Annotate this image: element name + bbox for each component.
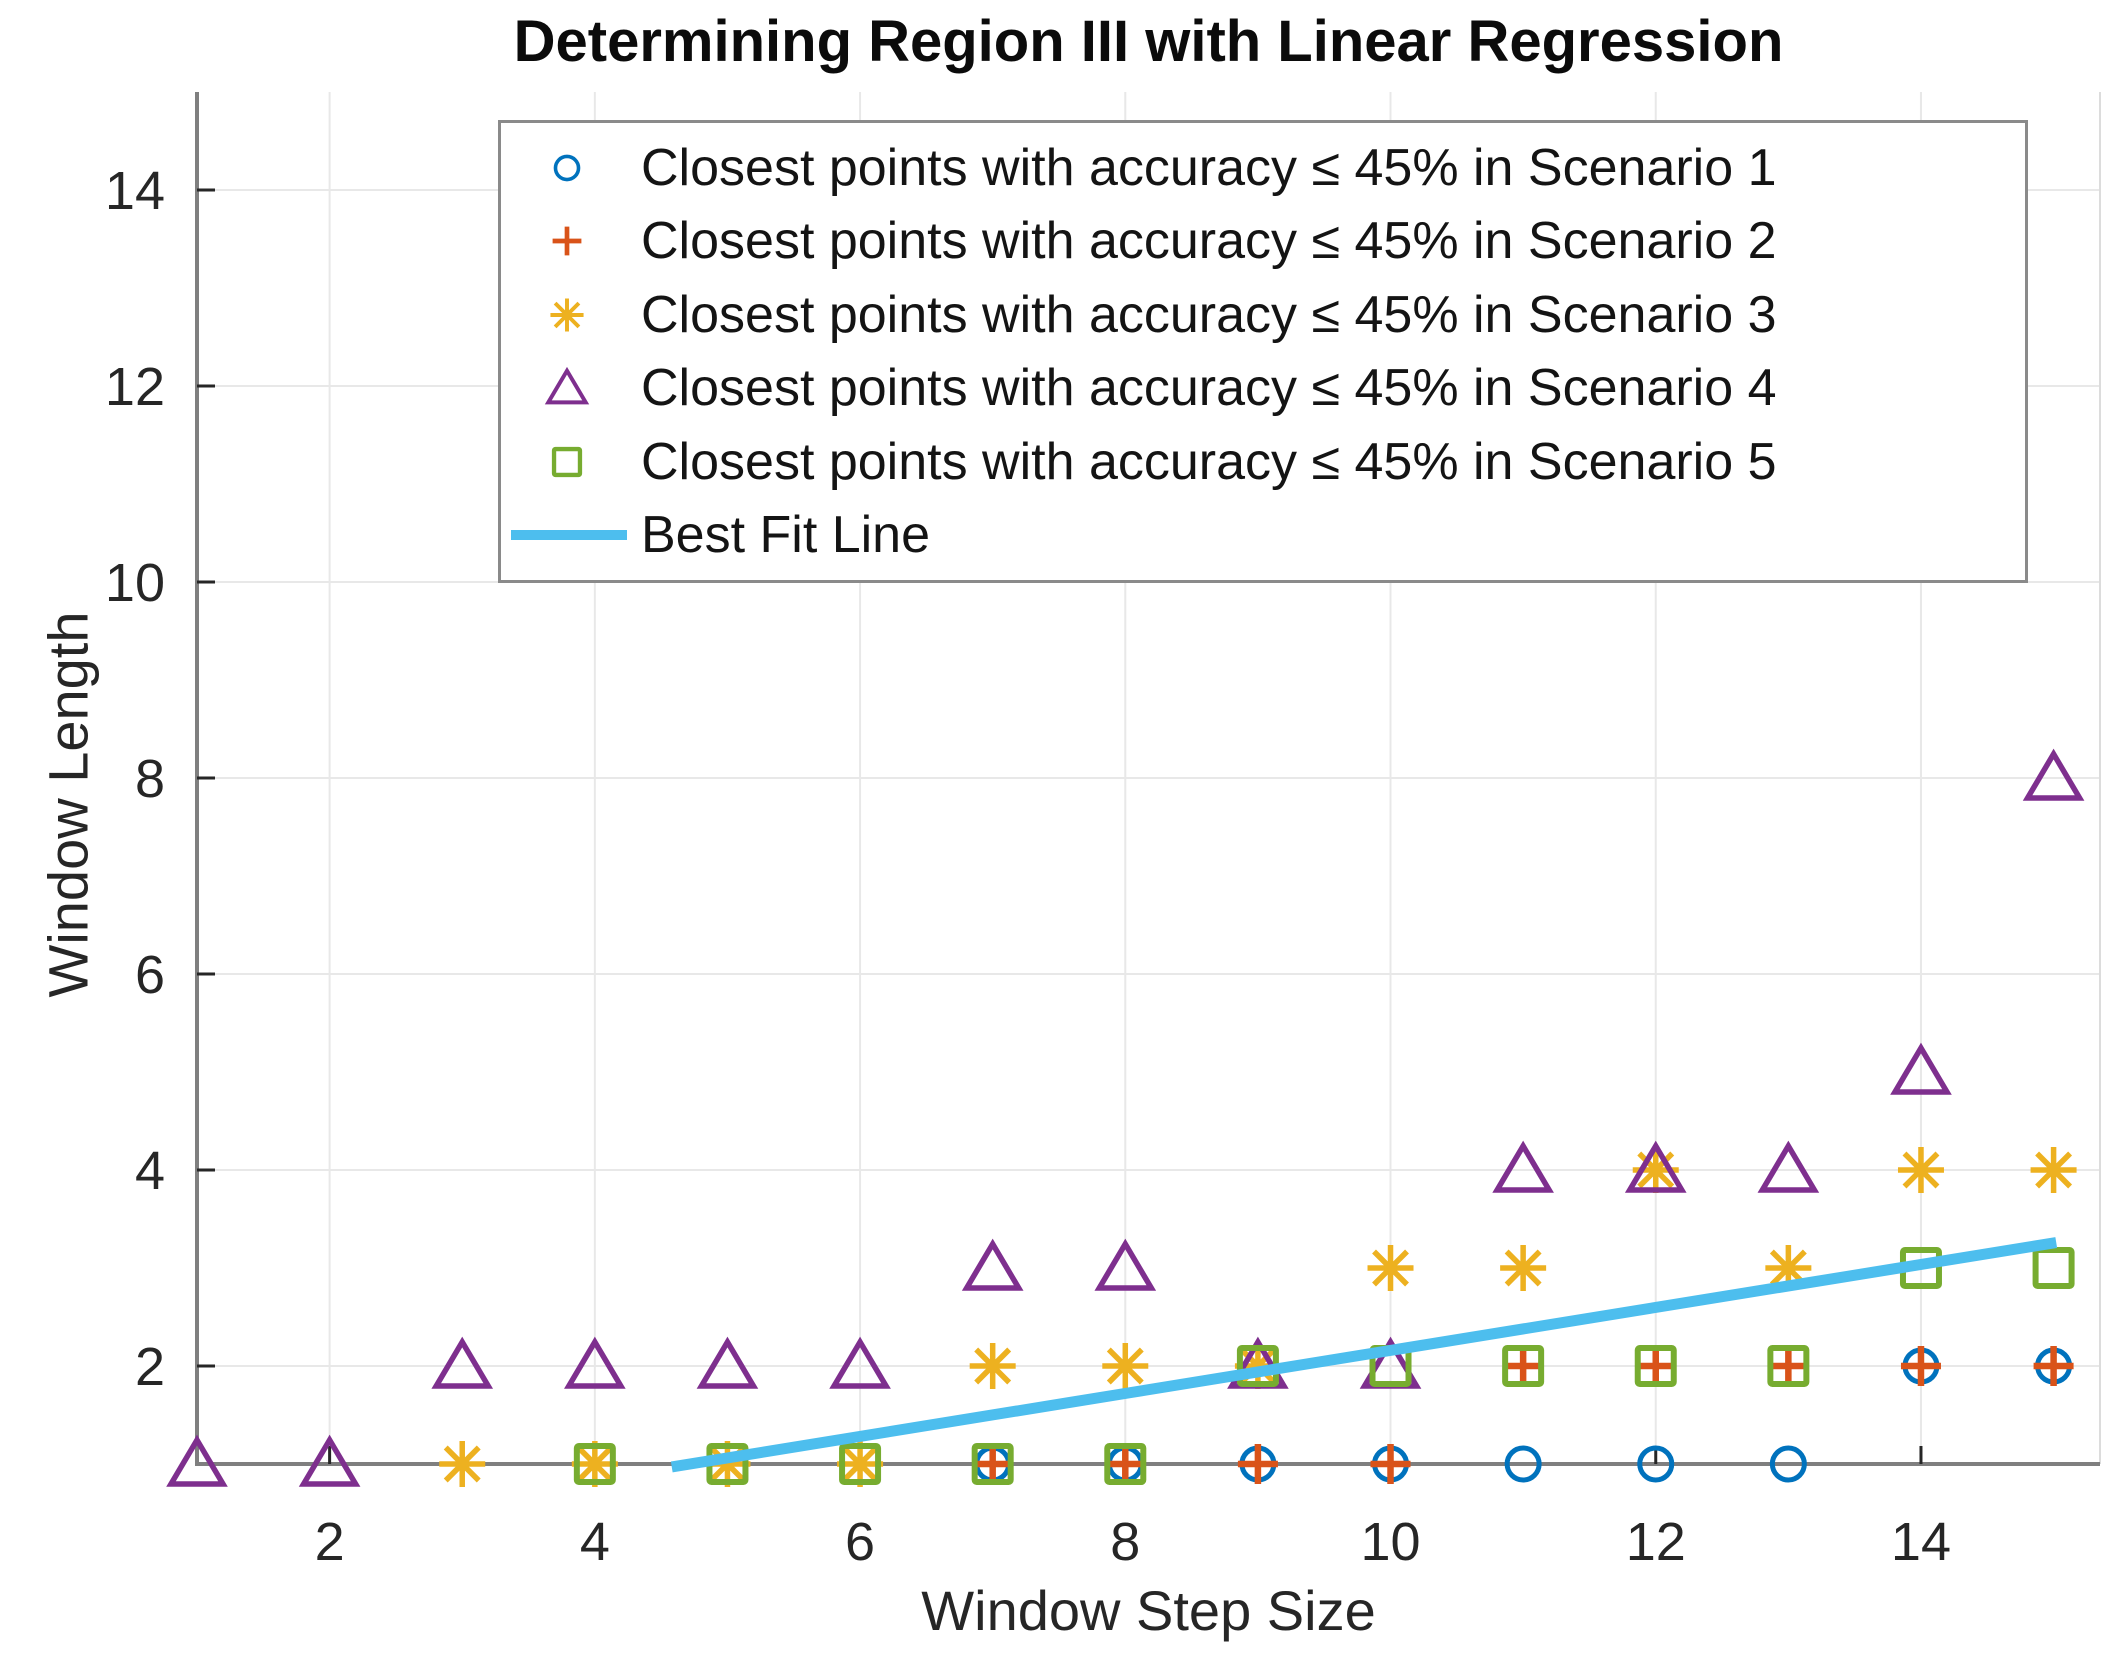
legend-marker-glyph (552, 226, 582, 256)
marker-scenario-2 (1105, 1444, 1146, 1484)
legend-label: Best Fit Line (641, 506, 931, 565)
y-axis-label: Window Length (36, 611, 100, 998)
legend-item-scenario-2: Closest points with accuracy ≤ 45% in Sc… (501, 205, 2025, 279)
marker-scenario-2 (1237, 1444, 1278, 1484)
marker-scenario-2 (2033, 1346, 2074, 1386)
marker-scenario-2 (1370, 1444, 1411, 1484)
x-tick-label: 10 (1360, 1512, 1420, 1572)
marker-scenario-2 (1768, 1346, 1809, 1386)
marker-scenario-5 (971, 1443, 1014, 1485)
marker-scenario-3 (1500, 1245, 1547, 1291)
x-tick-label: 6 (845, 1512, 875, 1572)
legend-marker-glyph (551, 446, 583, 477)
marker-scenario-1 (1637, 1445, 1675, 1483)
legend-marker-circle-icon (501, 131, 641, 205)
marker-scenario-4 (1624, 1140, 1687, 1193)
legend-item-scenario-5: Closest points with accuracy ≤ 45% in Sc… (501, 425, 2025, 499)
y-tick-label: 8 (135, 749, 165, 809)
marker-scenario-5 (839, 1443, 882, 1485)
x-tick-label: 8 (1110, 1512, 1140, 1572)
marker-scenario-2 (1635, 1346, 1676, 1386)
marker-scenario-4 (431, 1336, 494, 1389)
marker-scenario-4 (1757, 1140, 1820, 1193)
x-tick-label: 12 (1626, 1512, 1686, 1572)
marker-scenario-3 (1632, 1147, 1679, 1193)
legend-item-best-fit-line: Best Fit Line (501, 499, 2025, 573)
marker-scenario-3 (837, 1441, 884, 1487)
marker-scenario-4 (1492, 1140, 1554, 1193)
x-axis-label: Window Step Size (921, 1579, 1376, 1642)
y-tick-label: 6 (135, 945, 165, 1005)
legend-marker-plus-icon (501, 205, 641, 279)
marker-scenario-4 (1094, 1238, 1157, 1291)
legend-marker-glyph (550, 298, 584, 332)
marker-scenario-3 (1234, 1343, 1281, 1389)
marker-scenario-3 (2030, 1147, 2077, 1193)
y-tick-label: 2 (135, 1337, 165, 1397)
marker-scenario-2 (1900, 1346, 1941, 1386)
x-tick-label: 14 (1891, 1512, 1951, 1572)
legend-label: Closest points with accuracy ≤ 45% in Sc… (641, 212, 1777, 271)
marker-scenario-4 (2022, 748, 2085, 801)
marker-scenario-2 (1503, 1346, 1544, 1386)
legend-label: Closest points with accuracy ≤ 45% in Sc… (641, 138, 1777, 197)
legend: Closest points with accuracy ≤ 45% in Sc… (498, 120, 2028, 583)
legend-marker-glyph (544, 367, 590, 405)
marker-scenario-5 (2032, 1247, 2075, 1289)
legend-item-scenario-3: Closest points with accuracy ≤ 45% in Sc… (501, 278, 2025, 352)
marker-scenario-2 (972, 1444, 1013, 1484)
best-fit-line (670, 1237, 2058, 1473)
marker-scenario-5 (573, 1443, 616, 1485)
marker-scenario-3 (1102, 1343, 1149, 1389)
marker-scenario-1 (1769, 1445, 1807, 1483)
marker-scenario-4 (298, 1434, 361, 1487)
marker-scenario-3 (439, 1441, 486, 1487)
marker-scenario-5 (1104, 1443, 1147, 1485)
legend-item-scenario-1: Closest points with accuracy ≤ 45% in Sc… (501, 131, 2025, 205)
plot-title: Determining Region III with Linear Regre… (513, 9, 1784, 74)
y-tick-label: 10 (105, 553, 165, 613)
marker-scenario-3 (969, 1343, 1016, 1389)
marker-scenario-5 (1502, 1345, 1545, 1387)
marker-scenario-3 (1367, 1245, 1414, 1291)
x-tick-label: 4 (580, 1512, 610, 1572)
legend-marker-glyph (553, 154, 581, 182)
marker-scenario-4 (166, 1434, 228, 1487)
x-tick-label: 2 (315, 1512, 345, 1572)
legend-marker-triangle-icon (501, 352, 641, 426)
best-fit-line-icon (501, 499, 641, 573)
marker-scenario-3 (1765, 1245, 1812, 1291)
legend-label: Closest points with accuracy ≤ 45% in Sc… (641, 432, 1777, 491)
marker-scenario-4 (961, 1238, 1024, 1291)
legend-label: Closest points with accuracy ≤ 45% in Sc… (641, 285, 1777, 344)
legend-label: Closest points with accuracy ≤ 45% in Sc… (641, 359, 1777, 418)
y-tick-label: 14 (105, 161, 165, 221)
marker-scenario-4 (1890, 1042, 1952, 1095)
marker-scenario-3 (704, 1441, 751, 1487)
legend-marker-asterisk-icon (501, 278, 641, 352)
y-tick-label: 12 (105, 357, 165, 417)
marker-scenario-1 (1504, 1445, 1542, 1483)
marker-scenario-3 (571, 1441, 618, 1487)
marker-scenario-4 (829, 1336, 891, 1389)
marker-scenario-5 (1634, 1345, 1677, 1387)
marker-scenario-3 (1897, 1147, 1944, 1193)
marker-scenario-5 (1767, 1345, 1810, 1387)
legend-item-scenario-4: Closest points with accuracy ≤ 45% in Sc… (501, 352, 2025, 426)
marker-scenario-4 (696, 1336, 759, 1389)
y-tick-label: 4 (135, 1141, 165, 1201)
legend-marker-square-icon (501, 425, 641, 499)
marker-scenario-4 (564, 1336, 626, 1389)
